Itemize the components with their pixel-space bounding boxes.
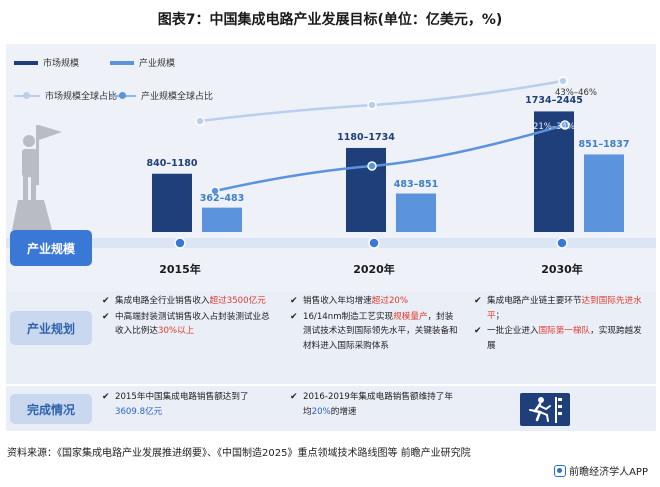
industry-value-label-2015: 362–483 — [199, 192, 245, 204]
industry-share-point — [560, 120, 570, 130]
timeline-dot — [556, 237, 568, 249]
legend-industry-scale: 产业规模 — [110, 56, 175, 69]
year-label-2015: 2015年 — [159, 263, 201, 276]
timeline-dot — [368, 237, 380, 249]
legend-label: 产业规模全球占比 — [141, 92, 214, 102]
legend-label: 产业规模 — [139, 59, 176, 69]
industry-share-point — [367, 161, 377, 171]
industry-value-label-2030: 851–1837 — [578, 139, 630, 151]
legend-swatch — [14, 60, 38, 65]
market-share-line — [198, 79, 565, 123]
legend-swatch — [110, 91, 136, 99]
plan-2030: ✔ 集成电路产业链主要环节达到国际先进水平； ✔ 一批企业进入国际第一梯队，实现跨越… — [474, 294, 644, 354]
check-icon: ✔ — [102, 311, 110, 322]
legend-market-scale: 市场规模 — [14, 56, 79, 69]
done-2020: ✔ 2016-2019年集成电路销售额维持了年均20%的增速 — [290, 390, 460, 420]
check-icon: ✔ — [290, 392, 298, 402]
timeline-dot — [174, 237, 186, 249]
market-value-label-2030: 1734–2445 — [525, 95, 583, 107]
check-icon: ✔ — [290, 311, 298, 322]
done-2015: ✔ 2015年中国集成电路销售额达到了3609.8亿元 — [102, 390, 278, 420]
done-item: ✔ 2016-2019年集成电路销售额维持了年均20%的增速 — [290, 392, 453, 417]
legend-swatch — [14, 91, 40, 99]
plan-2020: ✔ 销售收入年均增速超过20% ✔ 16/14nm制造工艺实现规模量产，封装测试技术… — [290, 294, 460, 354]
row-label-industry-scale: 产业规模 — [10, 230, 92, 266]
legend-swatch — [110, 60, 134, 65]
legend-market-share: 市场规模全球占比 — [14, 89, 117, 102]
brand: 前瞻经济学人APP — [554, 463, 648, 478]
row-label-done: 完成情况 — [10, 394, 92, 424]
industry-value-label-2020: 483–851 — [393, 178, 439, 190]
businessman-flag-icon — [12, 125, 62, 230]
legend-label: 市场规模全球占比 — [45, 92, 118, 102]
check-icon: ✔ — [474, 326, 482, 336]
market-value-label-2015: 840–1180 — [146, 157, 198, 169]
source-note: 资料来源：《国家集成电路产业发展推进纲要》、《中国制造2025》重点领域技术路线… — [7, 448, 471, 459]
year-label-2030: 2030年 — [541, 263, 583, 276]
plan-item: ✔ 集成电路产业链主要环节达到国际先进水平； — [474, 296, 642, 321]
check-icon: ✔ — [290, 296, 298, 306]
industry-bar — [396, 193, 436, 232]
check-icon: ✔ — [102, 392, 110, 402]
plan-item: ✔ 集成电路全行业销售收入超过3500亿元 — [102, 294, 278, 309]
chart-title: 图表7：中国集成电路产业发展目标(单位：亿美元，%) — [157, 12, 503, 28]
plan-2015: ✔ 集成电路全行业销售收入超过3500亿元 ✔ 中高端封装测试销售收入占封装测试业总… — [102, 294, 278, 340]
legend-industry-share: 产业规模全球占比 — [110, 89, 213, 102]
plan-item: ✔ 销售收入年均增速超过20% — [290, 294, 460, 309]
market-value-label-2020: 1180–1734 — [337, 131, 395, 143]
market-share-label-2030: 43%–46% — [554, 88, 598, 98]
year-label-2020: 2020年 — [353, 263, 395, 276]
runner-finish-icon — [520, 393, 570, 426]
plan-item: ✔ 中高端封装测试销售收入占封装测试业总收入比例达30%以上 — [102, 311, 270, 337]
runner-finish-icon-glyph — [529, 397, 562, 423]
market-share-point — [195, 116, 205, 126]
check-icon: ✔ — [474, 296, 482, 306]
market-share-point — [367, 100, 377, 110]
done-item: ✔ 2015年中国集成电路销售额达到了3609.8亿元 — [102, 392, 249, 417]
market-bar — [346, 147, 386, 232]
timeline-track — [6, 238, 656, 248]
market-share-point — [558, 76, 568, 86]
plan-item: ✔ 16/14nm制造工艺实现规模量产，封装测试技术达到国际领先水平，关键装备和材… — [290, 311, 458, 351]
plan-row — [6, 291, 656, 384]
legend-label: 市场规模 — [43, 59, 80, 69]
industry-bar — [584, 154, 624, 232]
industry-share-label-2030: 21%–34% — [532, 122, 576, 132]
industry-bar — [202, 207, 242, 232]
industry-share-point — [210, 186, 220, 196]
check-icon: ✔ — [102, 296, 110, 306]
row-label-plan: 产业规划 — [10, 311, 92, 345]
plan-item: ✔ 一批企业进入国际第一梯队，实现跨越发展 — [474, 326, 642, 351]
qianzhan-logo-icon — [554, 464, 567, 477]
brand-name: 前瞻经济学人APP — [569, 467, 648, 478]
market-bar — [152, 173, 192, 232]
